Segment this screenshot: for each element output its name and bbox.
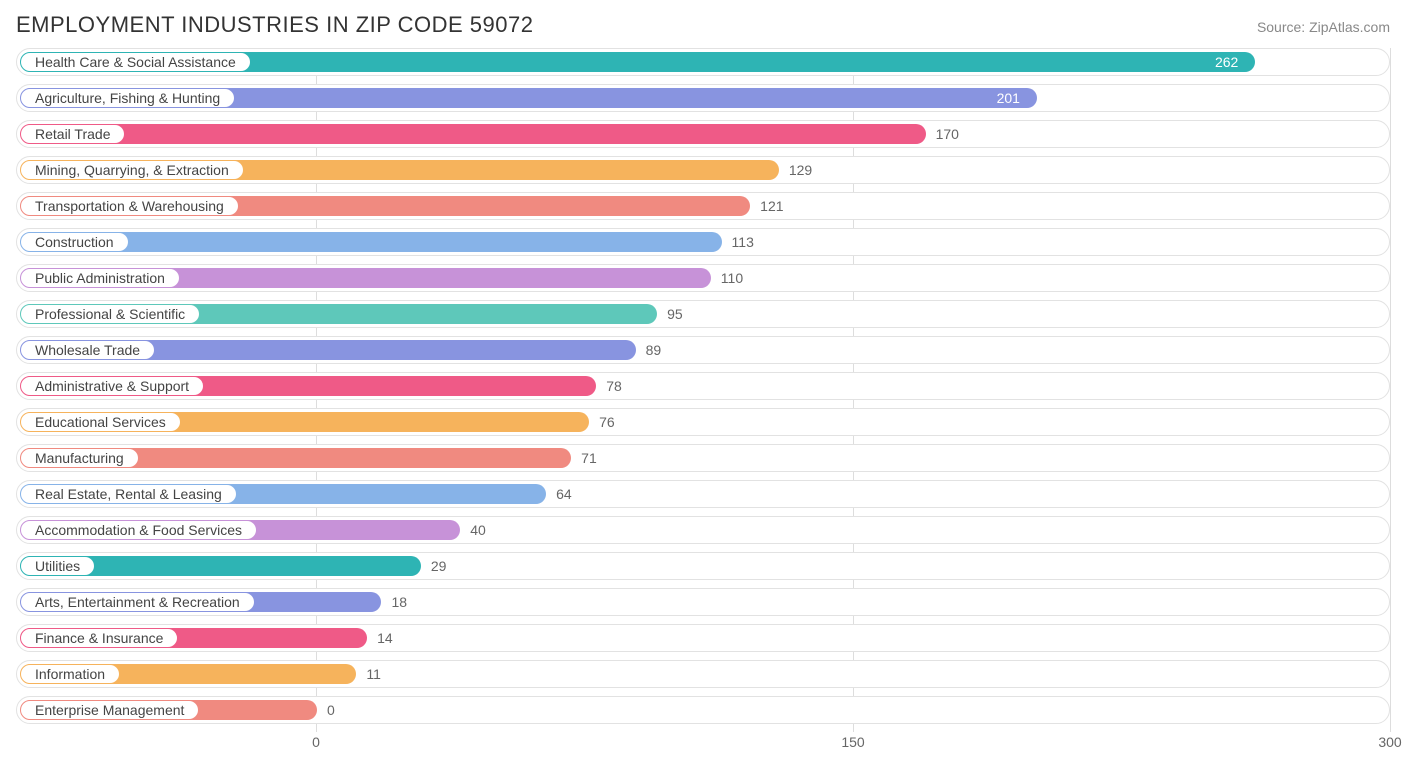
value-label: 129 — [789, 157, 812, 183]
value-label: 18 — [391, 589, 407, 615]
category-label: Health Care & Social Assistance — [20, 52, 251, 72]
category-label: Finance & Insurance — [20, 628, 178, 648]
value-label: 76 — [599, 409, 615, 435]
bar-row: Finance & Insurance 14 — [16, 624, 1390, 652]
category-label: Wholesale Trade — [20, 340, 155, 360]
value-label: 78 — [606, 373, 622, 399]
value-label: 201 — [997, 85, 1020, 111]
chart-title: EMPLOYMENT INDUSTRIES IN ZIP CODE 59072 — [16, 12, 534, 38]
bar-row: Arts, Entertainment & Recreation 18 — [16, 588, 1390, 616]
bar-row: Manufacturing 71 — [16, 444, 1390, 472]
category-label: Transportation & Warehousing — [20, 196, 239, 216]
category-label: Administrative & Support — [20, 376, 204, 396]
category-label: Real Estate, Rental & Leasing — [20, 484, 237, 504]
category-label: Professional & Scientific — [20, 304, 200, 324]
axis-tick: 150 — [841, 734, 864, 750]
axis-tick: 300 — [1378, 734, 1401, 750]
bar-row: Construction 113 — [16, 228, 1390, 256]
chart-area: Health Care & Social Assistance 262 Agricu… — [16, 48, 1390, 756]
value-label: 121 — [760, 193, 783, 219]
bar-row: Utilities 29 — [16, 552, 1390, 580]
chart-header: EMPLOYMENT INDUSTRIES IN ZIP CODE 59072 … — [16, 12, 1390, 38]
category-label: Mining, Quarrying, & Extraction — [20, 160, 244, 180]
value-label: 71 — [581, 445, 597, 471]
gridline — [1390, 48, 1391, 732]
bar-row: Wholesale Trade 89 — [16, 336, 1390, 364]
category-label: Utilities — [20, 556, 95, 576]
bar-row: Educational Services 76 — [16, 408, 1390, 436]
category-label: Educational Services — [20, 412, 181, 432]
axis-tick: 0 — [312, 734, 320, 750]
bar-row: Information 11 — [16, 660, 1390, 688]
category-label: Accommodation & Food Services — [20, 520, 257, 540]
bar-row: Health Care & Social Assistance 262 — [16, 48, 1390, 76]
value-label: 11 — [366, 661, 381, 687]
bar-row: Real Estate, Rental & Leasing 64 — [16, 480, 1390, 508]
category-label: Retail Trade — [20, 124, 125, 144]
chart-source: Source: ZipAtlas.com — [1257, 19, 1390, 35]
bar-row: Enterprise Management 0 — [16, 696, 1390, 724]
value-label: 40 — [470, 517, 486, 543]
value-label: 14 — [377, 625, 393, 651]
bar-row: Retail Trade 170 — [16, 120, 1390, 148]
bar-rows: Health Care & Social Assistance 262 Agricu… — [16, 48, 1390, 724]
bar-row: Transportation & Warehousing 121 — [16, 192, 1390, 220]
category-label: Enterprise Management — [20, 700, 199, 720]
value-label: 64 — [556, 481, 572, 507]
value-label: 29 — [431, 553, 447, 579]
value-label: 89 — [646, 337, 662, 363]
bar-row: Mining, Quarrying, & Extraction 129 — [16, 156, 1390, 184]
bar-row: Administrative & Support 78 — [16, 372, 1390, 400]
bar-row: Public Administration 110 — [16, 264, 1390, 292]
value-label: 262 — [1215, 49, 1238, 75]
category-label: Arts, Entertainment & Recreation — [20, 592, 255, 612]
value-label: 110 — [721, 265, 743, 291]
category-label: Agriculture, Fishing & Hunting — [20, 88, 235, 108]
value-label: 0 — [327, 697, 335, 723]
bar-row: Professional & Scientific 95 — [16, 300, 1390, 328]
category-label: Construction — [20, 232, 129, 252]
category-label: Information — [20, 664, 120, 684]
x-axis: 0150300 — [16, 732, 1390, 756]
bar — [21, 124, 926, 144]
category-label: Public Administration — [20, 268, 180, 288]
value-label: 170 — [936, 121, 959, 147]
value-label: 95 — [667, 301, 683, 327]
category-label: Manufacturing — [20, 448, 139, 468]
value-label: 113 — [732, 229, 754, 255]
bar-row: Accommodation & Food Services 40 — [16, 516, 1390, 544]
bar-row: Agriculture, Fishing & Hunting 201 — [16, 84, 1390, 112]
